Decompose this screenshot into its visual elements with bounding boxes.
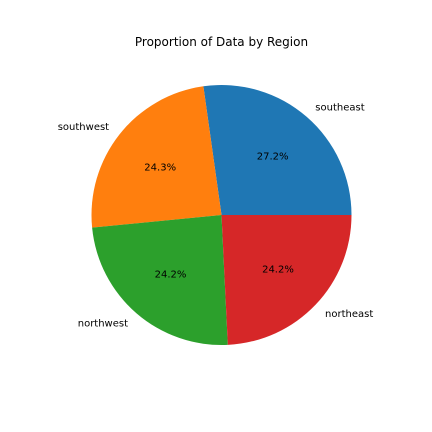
slice-label-southeast: southeast — [315, 103, 364, 114]
pct-label-southeast: 27.2% — [257, 152, 289, 163]
pie-slices — [92, 85, 352, 345]
pct-label-northeast: 24.2% — [262, 264, 294, 275]
pie-slice-northeast — [222, 215, 352, 345]
pie-slice-southwest — [92, 86, 222, 227]
chart-title: Proportion of Data by Region — [135, 35, 308, 49]
slice-label-southwest: southwest — [58, 122, 109, 133]
pct-label-northwest: 24.2% — [155, 270, 187, 281]
slice-label-northwest: northwest — [78, 319, 128, 330]
pct-label-southwest: 24.3% — [144, 162, 176, 173]
slice-label-northeast: northeast — [325, 309, 373, 320]
